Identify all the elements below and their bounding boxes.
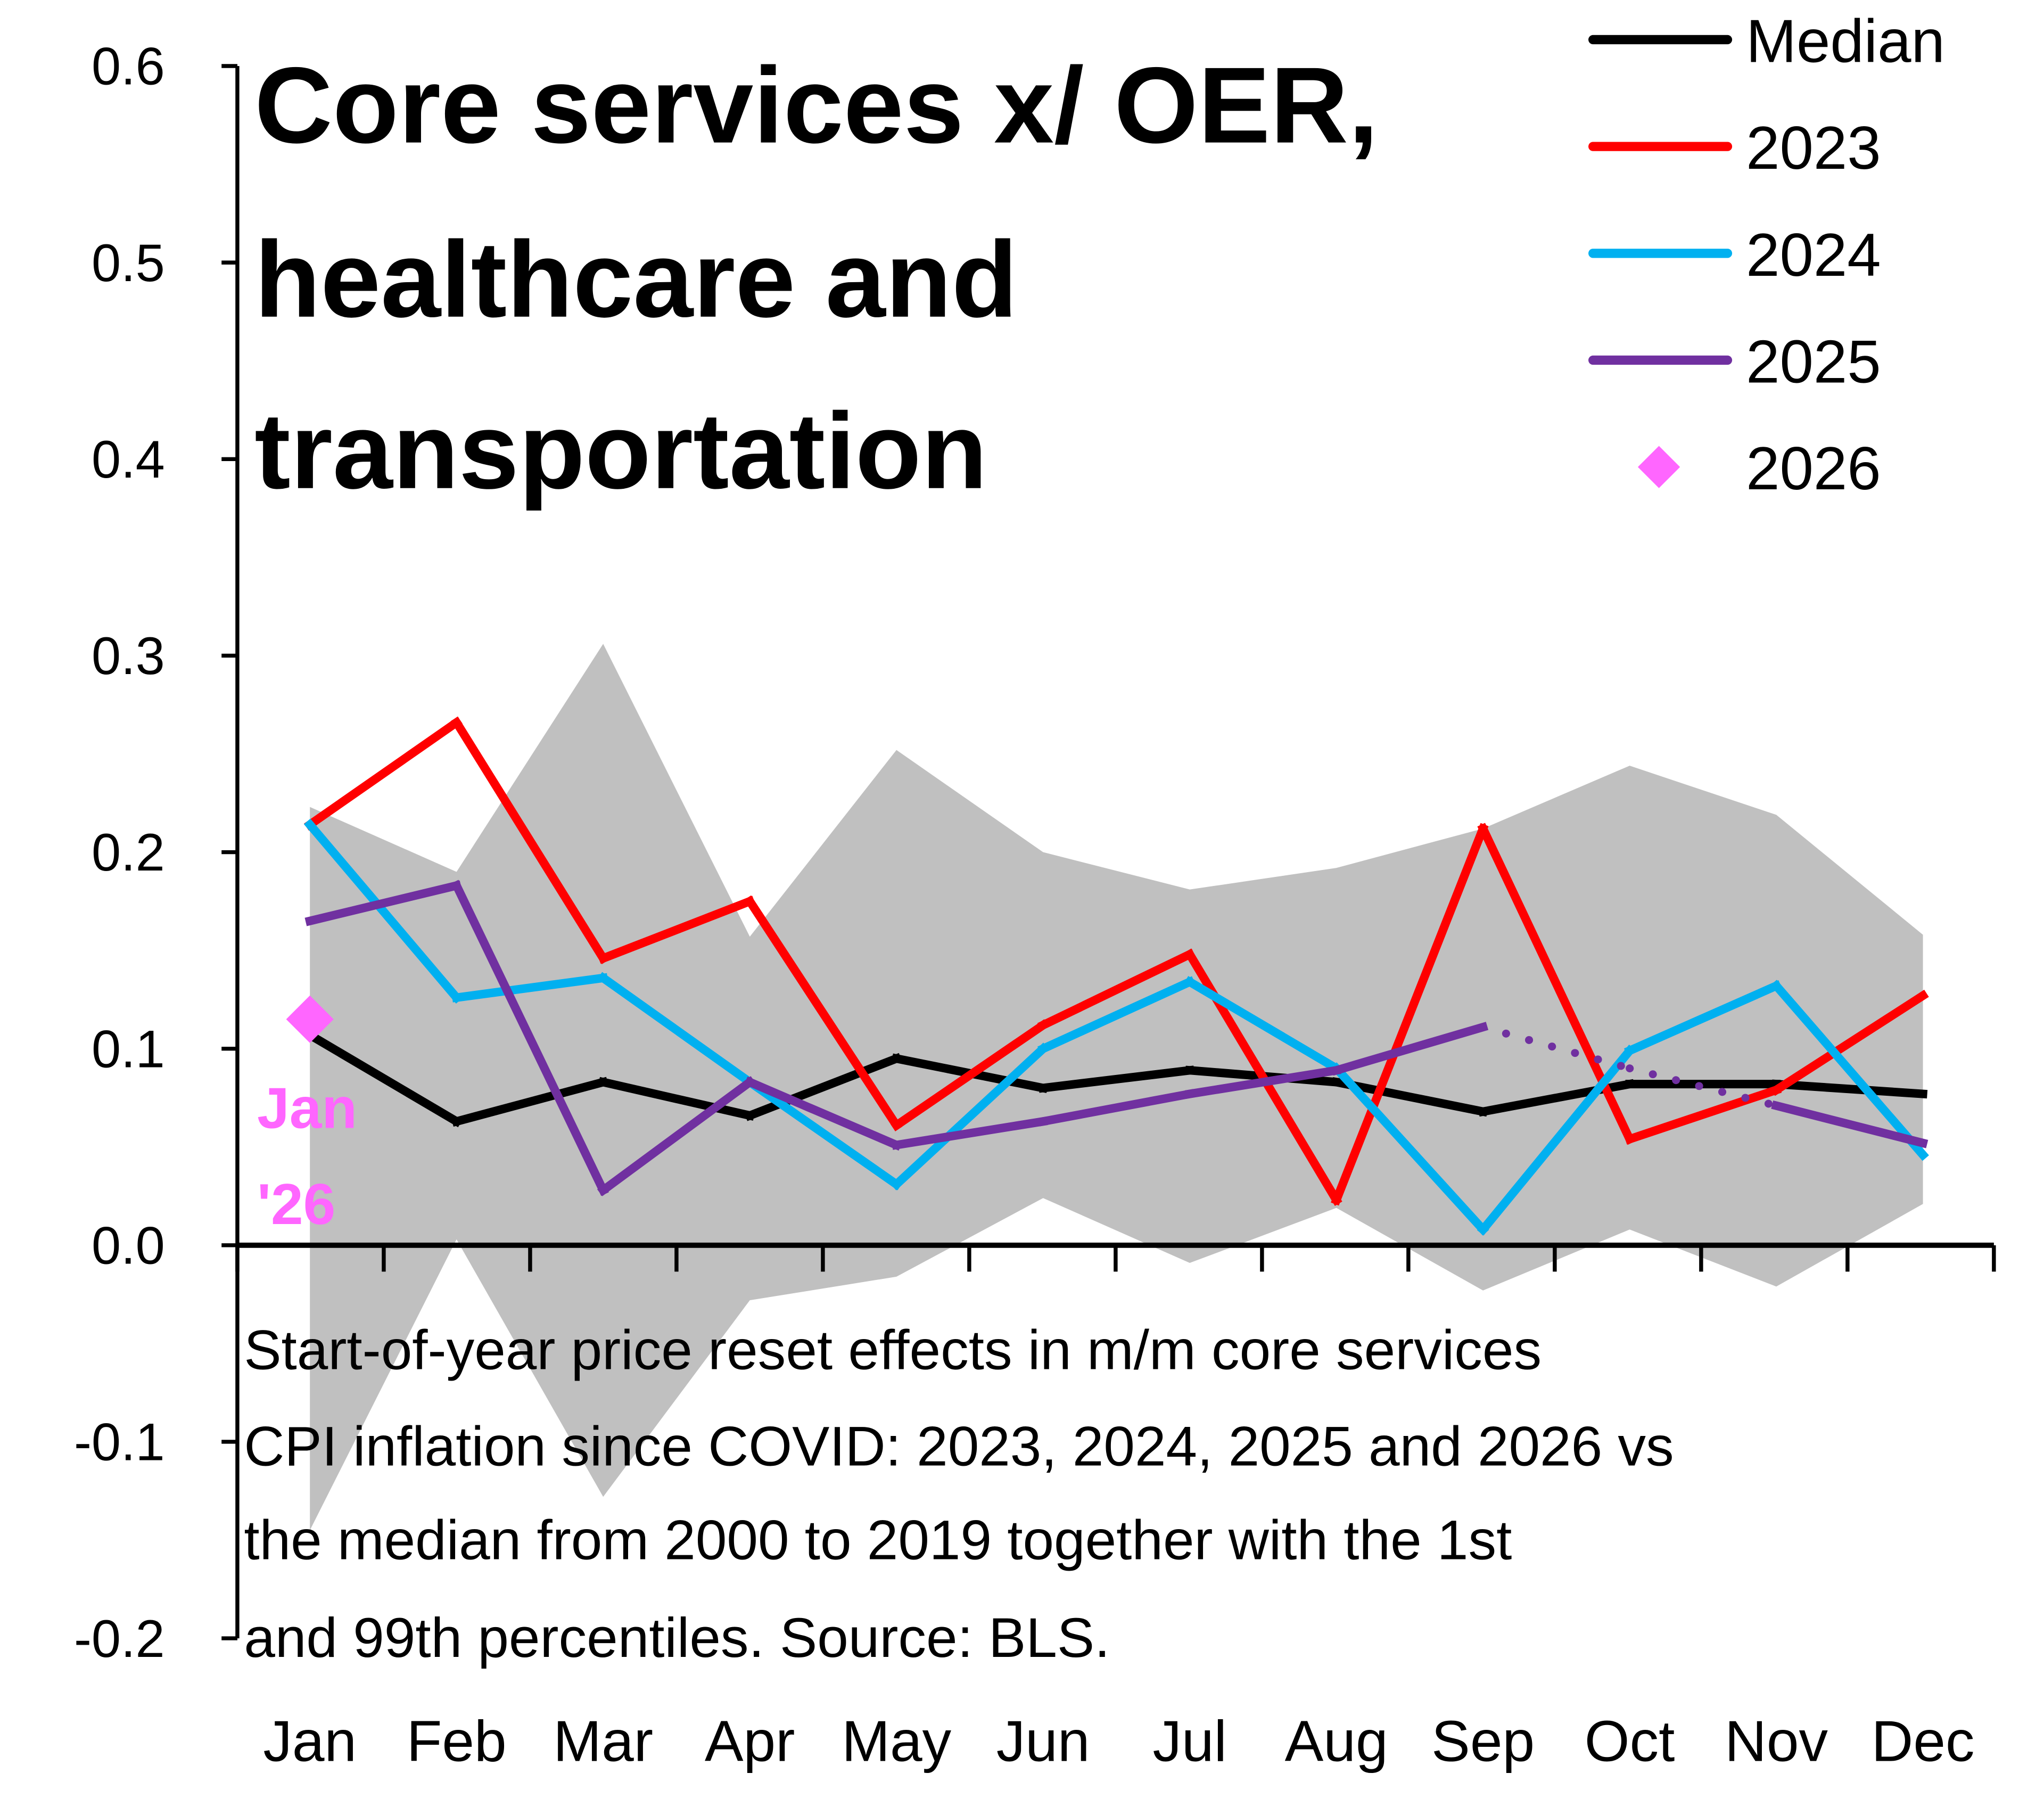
series-2023-segment-jan-feb <box>303 716 463 831</box>
series-median-segment-jan-feb <box>304 1029 463 1128</box>
series-2024-segment-sep-oct <box>1477 1045 1636 1236</box>
series-2024-segment-mar-apr <box>597 972 756 1088</box>
series-2024-segment-jun-jul <box>1037 976 1196 1055</box>
y-tick-label-3: 0.1 <box>92 1019 165 1078</box>
legend-label-2026: 2026 <box>1746 435 1881 503</box>
series-2025-segment-jul-aug <box>1184 1065 1341 1099</box>
caption-line-1: Start-of-year price reset effects in m/m… <box>244 1319 1542 1382</box>
series-2025-segment-mar-apr <box>597 1076 756 1196</box>
series-2025-segment-apr-may <box>744 1076 902 1151</box>
series-2023-segment-aug-sep <box>1331 823 1489 1206</box>
x-tick-label-sep: Sep <box>1431 1709 1535 1774</box>
series-2024-segment-apr-may <box>744 1076 903 1191</box>
series-2023-segment-apr-may <box>744 895 903 1131</box>
caption-line-2: CPI inflation since COVID: 2023, 2024, 2… <box>244 1416 1674 1478</box>
series-2023-segment-mar-apr <box>597 896 756 964</box>
series-2025-segment-oct-nov <box>1626 1064 1781 1110</box>
series-2024-segment-may-jun <box>890 1042 1050 1191</box>
series-2023-segment-nov-dec <box>1770 989 1929 1096</box>
legend: Median 2023 2024 2025 2026 <box>1588 8 1945 503</box>
y-tick-label-5: 0.3 <box>92 626 165 685</box>
x-tick-label-jul: Jul <box>1152 1709 1226 1774</box>
series-median-segment-nov-dec <box>1771 1079 1928 1099</box>
legend-label-median: Median <box>1746 8 1945 76</box>
annotation-jan: Jan <box>257 1075 357 1140</box>
series-2025-segment-nov-dec <box>1771 1100 1928 1148</box>
series-2025-segment-aug-sep <box>1331 1022 1489 1076</box>
y-tick-label-7: 0.5 <box>92 233 165 292</box>
x-tick-label-apr: Apr <box>705 1709 795 1774</box>
y-tick-label-1: -0.1 <box>74 1413 165 1472</box>
series-2023-segment-oct-nov <box>1624 1085 1782 1145</box>
series-2024-segment-nov-dec <box>1770 980 1929 1161</box>
x-tick-label-jun: Jun <box>996 1709 1090 1774</box>
series-2024-segment-jul-aug <box>1184 976 1342 1074</box>
y-tick-label-6: 0.4 <box>92 430 165 489</box>
series-median-segment-feb-mar <box>451 1077 609 1127</box>
legend-label-2023: 2023 <box>1746 114 1881 182</box>
y-tick-label-2: 0.0 <box>92 1216 165 1275</box>
series-2024-segment-jan-feb <box>303 818 463 1004</box>
chart-title-line-3: transportation <box>254 391 987 512</box>
series-2024-segment-oct-nov <box>1623 980 1782 1056</box>
series-median-segment-jun-jul <box>1038 1065 1195 1093</box>
series-2023-segment-may-jun <box>890 1019 1049 1131</box>
chart-title-line-2: healthcare and <box>254 219 1018 340</box>
y-tick-label-0: -0.2 <box>74 1609 165 1668</box>
series-median-segment-aug-sep <box>1331 1077 1488 1117</box>
x-tick-label-oct: Oct <box>1585 1709 1675 1774</box>
x-tick-label-feb: Feb <box>407 1709 507 1774</box>
series-2025-segment-feb-mar <box>450 880 609 1196</box>
legend-label-2025: 2025 <box>1746 329 1881 396</box>
caption-line-3: the median from 2000 to 2019 together wi… <box>244 1509 1512 1571</box>
series-2025-segment-sep-oct <box>1479 1023 1634 1073</box>
percentile-band <box>310 644 1923 1531</box>
series-2023-segment-sep-oct <box>1477 823 1636 1145</box>
series-2025-segment-jun-jul <box>1038 1089 1195 1127</box>
series-2025-segment-jan-feb <box>304 880 462 926</box>
caption-line-4: and 99th percentiles. Source: BLS. <box>244 1607 1110 1669</box>
series-2025-segment-may-jun <box>891 1116 1048 1150</box>
legend-label-2024: 2024 <box>1746 221 1881 289</box>
series-2023-segment-jun-jul <box>1037 948 1196 1031</box>
y-tick-label-8: 0.6 <box>92 37 165 96</box>
x-tick-label-dec: Dec <box>1872 1709 1975 1774</box>
y-tick-label-4: 0.2 <box>92 823 165 882</box>
series-2024-segment-feb-mar <box>451 973 608 1003</box>
annotation-26: '26 <box>257 1172 335 1237</box>
x-tick-label-may: May <box>842 1709 951 1774</box>
x-tick-label-aug: Aug <box>1285 1709 1388 1774</box>
chart-title-line-1: Core services x/ OER, <box>254 45 1378 166</box>
x-tick-label-nov: Nov <box>1725 1709 1828 1774</box>
series-median-segment-mar-apr <box>598 1077 755 1121</box>
series-2023-segment-feb-mar <box>450 716 609 964</box>
series-median-segment-apr-may <box>744 1053 902 1121</box>
legend-marker-2026 <box>1637 446 1680 488</box>
x-tick-label-mar: Mar <box>553 1709 653 1774</box>
series-2024-segment-aug-sep <box>1330 1062 1489 1236</box>
x-tick-label-jan: Jan <box>263 1709 357 1774</box>
